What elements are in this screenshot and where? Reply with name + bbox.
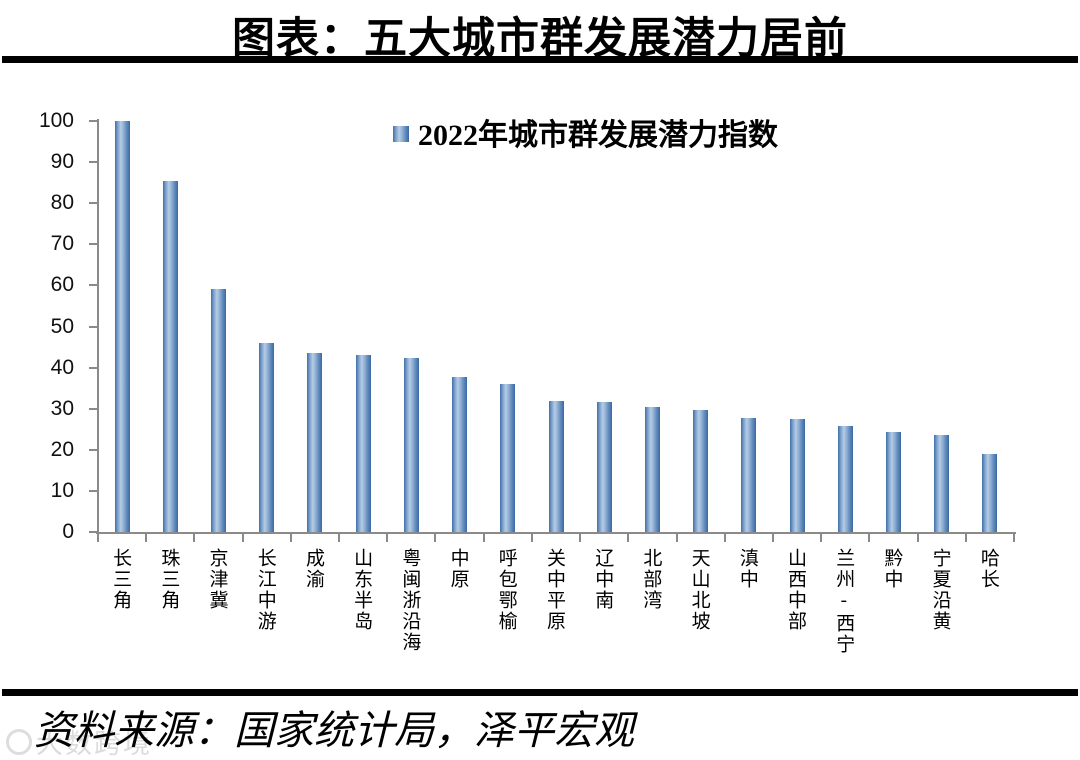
x-tick-label: 兰州-西宁 <box>833 548 855 655</box>
y-tick-label: 60 <box>50 273 74 297</box>
bar <box>162 180 178 532</box>
x-axis-tick <box>97 534 99 542</box>
x-axis-tick <box>338 534 341 542</box>
y-tick-label: 70 <box>50 232 74 256</box>
x-tick-label: 北部湾 <box>640 548 662 611</box>
bar <box>259 342 275 532</box>
x-axis-tick <box>1013 534 1015 542</box>
y-tick-label: 30 <box>50 396 74 420</box>
legend-swatch-icon <box>393 126 409 142</box>
watermark-logo-icon <box>6 728 32 755</box>
bottom-divider <box>2 689 1078 696</box>
y-tick-label: 40 <box>50 355 74 379</box>
bar <box>741 417 757 532</box>
x-tick-label: 珠三角 <box>158 548 180 611</box>
x-tick-label: 中原 <box>447 548 469 590</box>
x-tick-label: 成渝 <box>302 548 324 590</box>
y-axis-tick <box>89 161 97 164</box>
y-axis-tick <box>89 407 97 410</box>
y-axis-tick <box>89 366 97 369</box>
x-axis-tick <box>482 534 485 542</box>
x-axis-tick <box>193 534 196 542</box>
x-axis-tick <box>964 534 967 542</box>
x-axis-tick <box>289 534 292 542</box>
x-axis-tick <box>820 534 823 542</box>
x-tick-label: 山东半岛 <box>351 548 373 632</box>
y-tick-label: 50 <box>50 314 74 338</box>
bar <box>452 377 468 532</box>
y-axis-tick <box>89 284 97 287</box>
x-tick-label: 哈长 <box>977 548 999 590</box>
watermark: 大数跨境 <box>6 722 152 760</box>
bar <box>211 289 227 532</box>
bar <box>307 352 323 532</box>
bar <box>982 454 998 532</box>
x-tick-label: 宁夏沿黄 <box>929 548 951 632</box>
top-divider <box>2 56 1078 63</box>
x-axis-tick <box>579 534 582 542</box>
y-tick-label: 80 <box>50 191 74 215</box>
x-tick-label: 呼包鄂榆 <box>495 548 517 632</box>
x-axis-tick <box>145 534 148 542</box>
x-tick-label: 长三角 <box>110 548 132 611</box>
y-axis-line <box>97 119 99 534</box>
watermark-label: 大数跨境 <box>36 729 152 759</box>
legend-label: 2022年城市群发展潜力指数 <box>418 119 778 152</box>
x-axis-line <box>96 532 1016 534</box>
y-tick-label: 20 <box>50 437 74 461</box>
bar <box>548 401 564 532</box>
y-axis-tick <box>89 531 97 533</box>
x-axis-tick <box>916 534 919 542</box>
x-axis-tick <box>627 534 630 542</box>
bar <box>355 354 371 532</box>
y-axis-tick <box>89 202 97 205</box>
y-axis-tick <box>89 243 97 246</box>
x-tick-label: 山西中部 <box>785 548 807 632</box>
bar <box>789 418 805 532</box>
x-axis-tick <box>771 534 774 542</box>
bar <box>500 384 516 532</box>
x-tick-label: 关中平原 <box>544 548 565 632</box>
y-tick-label: 10 <box>50 478 74 502</box>
x-tick-label: 天山北坡 <box>688 548 710 632</box>
x-axis-tick <box>723 534 726 542</box>
x-axis-tick <box>434 534 437 542</box>
chart-legend: 2022年城市群发展潜力指数 <box>393 110 778 154</box>
y-tick-label: 100 <box>38 109 74 132</box>
bar <box>837 426 853 532</box>
y-axis-tick <box>89 448 97 451</box>
x-axis-tick <box>241 534 244 542</box>
x-tick-label: 滇中 <box>736 548 758 590</box>
y-axis-tick <box>89 325 97 328</box>
bar <box>885 432 901 532</box>
x-tick-label: 长江中游 <box>254 548 276 632</box>
bar <box>934 435 950 532</box>
x-axis-tick <box>386 534 389 542</box>
x-tick-label: 辽中南 <box>592 548 614 611</box>
chart-area: 2022年城市群发展潜力指数 0 10 20 30 40 50 60 70 80 90 100 长三角… <box>0 70 1080 685</box>
x-axis-tick <box>868 534 871 542</box>
y-axis-tick <box>89 120 97 122</box>
bar <box>596 402 612 532</box>
bar <box>693 409 709 532</box>
y-tick-label: 90 <box>50 150 74 174</box>
bar <box>114 121 130 532</box>
x-tick-label: 粤闽浙沿海 <box>399 548 421 653</box>
x-tick-label: 黔中 <box>881 548 903 590</box>
source-note: 资料来源：国家统计局，泽平宏观 <box>34 708 634 753</box>
bar <box>403 357 419 532</box>
x-axis-tick <box>530 534 533 542</box>
bar <box>644 407 660 532</box>
page-title: 图表：五大城市群发展潜力居前 <box>232 16 848 63</box>
x-tick-label: 京津冀 <box>206 548 228 611</box>
y-tick-label: 0 <box>62 520 74 543</box>
y-axis-tick <box>89 489 97 492</box>
x-axis-tick <box>675 534 678 542</box>
